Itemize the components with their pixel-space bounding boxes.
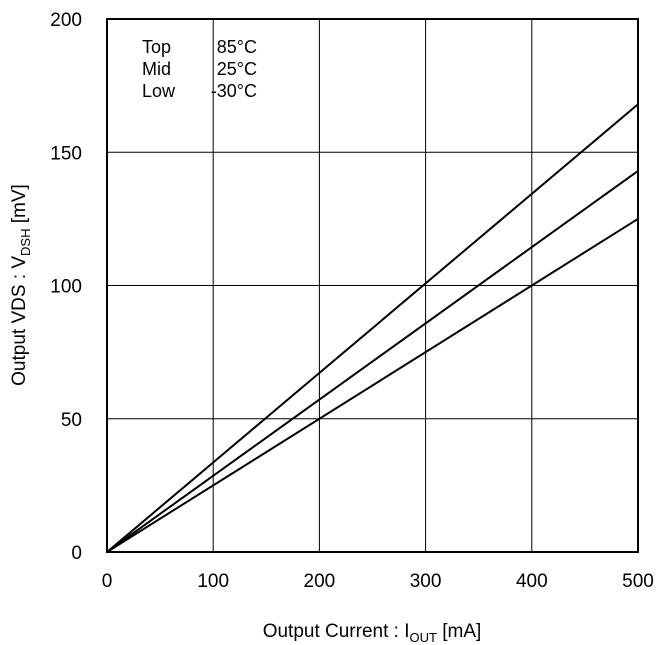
x-tick-label: 200 <box>304 571 336 592</box>
x-tick-label: 500 <box>622 571 654 592</box>
x-tick-label: 400 <box>516 571 548 592</box>
x-axis-label: Output Current : IOUT [mA] <box>263 621 482 645</box>
x-tick-label: 300 <box>410 571 442 592</box>
y-tick-label: 0 <box>71 543 82 564</box>
y-tick-label: 150 <box>50 143 82 164</box>
y-tick-label: 100 <box>50 277 82 298</box>
legend-temperature: 85°C <box>217 37 257 57</box>
y-tick-label: 200 <box>50 10 82 31</box>
y-axis-label: Output VDS : VDSH [mV] <box>9 184 33 386</box>
legend-position: Low <box>142 81 176 101</box>
x-tick-labels: 0 100 200 300 400 500 <box>102 571 654 592</box>
x-axis-label-suffix: [mA] <box>437 621 481 642</box>
x-tick-label: 100 <box>197 571 229 592</box>
legend-temperature: 25°C <box>217 59 257 79</box>
legend: Top 85°C Mid 25°C Low -30°C <box>142 37 257 101</box>
series-line-1 <box>106 103 639 553</box>
y-axis-label-sub: DSH <box>18 228 33 255</box>
y-axis-label-suffix: [mV] <box>9 184 30 228</box>
series-line-2 <box>106 170 639 553</box>
x-tick-label: 0 <box>102 571 113 592</box>
legend-temperature: -30°C <box>211 81 257 101</box>
series-lines <box>106 103 639 553</box>
y-tick-labels: 0 50 100 150 200 <box>50 10 82 564</box>
legend-position: Top <box>142 37 171 57</box>
x-axis-label-main: Output Current : I <box>263 621 410 642</box>
x-axis-label-sub: OUT <box>410 630 438 645</box>
grid <box>107 19 638 552</box>
plot-frame <box>106 18 639 553</box>
y-tick-label: 50 <box>61 410 82 431</box>
series-line-3 <box>106 218 639 553</box>
legend-position: Mid <box>142 59 171 79</box>
y-axis-label-main: Output VDS : V <box>9 256 30 386</box>
